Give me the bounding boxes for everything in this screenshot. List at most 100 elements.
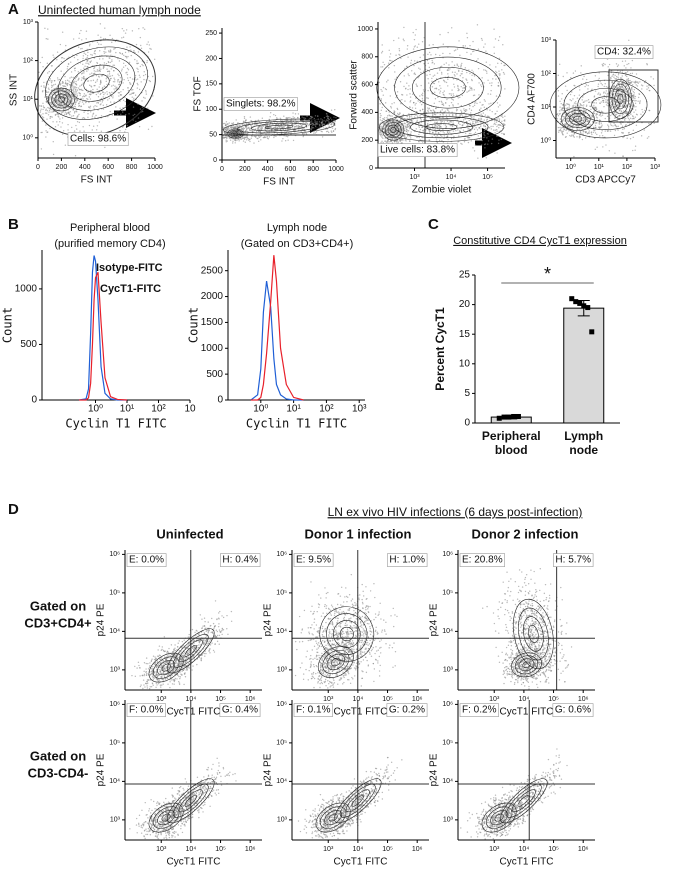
event-dot (447, 31, 449, 34)
event-dot (622, 128, 624, 131)
event-dot (75, 86, 78, 89)
event-dot (80, 73, 83, 75)
event-dot (491, 110, 493, 113)
event-dot (56, 85, 59, 88)
event-dot (224, 124, 227, 126)
event-dot (120, 113, 122, 116)
contour (70, 64, 123, 102)
event-dot (486, 109, 488, 111)
event-dot (601, 97, 604, 100)
event-dot (463, 122, 465, 125)
event-dot (622, 103, 624, 106)
event-dot (600, 115, 602, 117)
event-dot (580, 122, 582, 124)
event-dot (303, 117, 305, 119)
event-dot (471, 79, 473, 82)
event-dot (87, 98, 89, 101)
event-dot (126, 46, 128, 48)
event-dot (102, 58, 104, 60)
event-dot (469, 89, 471, 91)
event-dot (118, 82, 121, 84)
event-dot (422, 54, 425, 56)
event-dot (381, 66, 384, 68)
event-dot (230, 129, 232, 131)
event-dot (51, 108, 53, 111)
event-dot (107, 61, 110, 64)
event-dot (46, 95, 48, 98)
event-dot (386, 115, 389, 117)
event-dot (59, 118, 61, 120)
event-dot (64, 108, 67, 110)
event-dot (471, 116, 473, 118)
contour (51, 90, 72, 109)
event-dot (474, 123, 476, 125)
event-dot (459, 54, 461, 57)
event-dot (409, 93, 411, 95)
event-dot (404, 129, 406, 131)
event-dot (448, 114, 451, 116)
event-dot (104, 48, 106, 50)
y-tick-label: 600 (361, 81, 373, 88)
event-dot (469, 72, 471, 75)
event-dot (451, 89, 453, 91)
event-dot (104, 146, 106, 149)
event-dot (592, 131, 595, 134)
event-dot (502, 44, 504, 46)
event-dot (245, 136, 247, 138)
event-dot (458, 130, 461, 132)
event-dot (405, 126, 408, 129)
event-dot (606, 92, 609, 95)
event-dot (568, 110, 570, 112)
event-dot (616, 104, 619, 106)
event-dot (389, 122, 391, 124)
event-dot (461, 89, 464, 92)
event-dot (106, 68, 108, 70)
event-dot (484, 135, 486, 137)
event-dot (476, 24, 479, 26)
event-dot (328, 125, 331, 127)
event-dot (114, 81, 116, 83)
event-dot (89, 61, 92, 64)
event-dot (449, 68, 451, 70)
contour (57, 55, 136, 111)
event-dot (116, 113, 119, 116)
event-dot (410, 59, 413, 62)
event-dot (138, 126, 141, 128)
event-dot (393, 102, 395, 104)
event-dot (148, 44, 151, 46)
event-dot (493, 46, 495, 48)
event-dot (88, 106, 90, 108)
event-dot (51, 105, 54, 108)
event-dot (57, 106, 59, 108)
event-dot (379, 133, 381, 135)
event-dot (490, 102, 492, 105)
event-dot (385, 129, 387, 131)
event-dot (381, 129, 383, 132)
event-dot (141, 110, 144, 113)
event-dot (407, 88, 409, 91)
event-dot (447, 131, 449, 134)
event-dot (419, 117, 422, 120)
event-dot (575, 105, 577, 108)
event-dot (487, 140, 490, 142)
event-dot (434, 113, 437, 116)
event-dot (53, 80, 56, 82)
event-dot (54, 106, 56, 108)
event-dot (457, 97, 459, 99)
event-dot (122, 111, 124, 113)
event-dot (91, 115, 94, 117)
event-dot (103, 52, 106, 54)
event-dot (236, 139, 238, 141)
event-dot (98, 58, 101, 60)
event-dot (96, 41, 99, 43)
event-dot (573, 132, 576, 135)
event-dot (490, 128, 493, 130)
event-dot (315, 131, 318, 133)
event-dot (468, 119, 470, 122)
event-dot (438, 81, 440, 83)
event-dot (401, 128, 403, 130)
event-dot (72, 106, 74, 108)
event-dot (618, 92, 620, 94)
event-dot (286, 135, 289, 138)
event-dot (395, 54, 397, 56)
